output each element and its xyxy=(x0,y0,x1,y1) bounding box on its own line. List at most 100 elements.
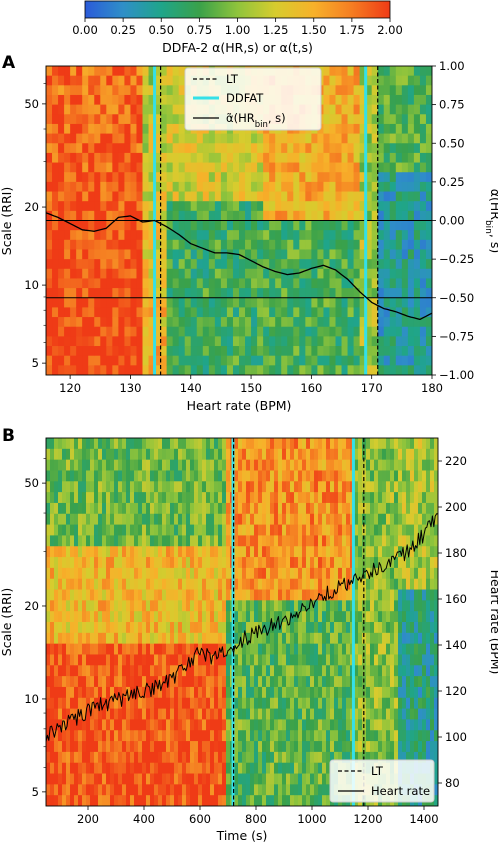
heatmap-cell xyxy=(162,470,167,482)
heatmap-cell xyxy=(278,524,283,537)
heatmap-cell xyxy=(94,773,99,785)
heatmap-cell xyxy=(142,459,147,472)
heatmap-cell xyxy=(134,600,139,612)
heatmap-cell xyxy=(371,210,379,222)
heatmap-cell xyxy=(162,730,167,742)
heatmap-cell xyxy=(190,346,198,357)
heatmap-cell xyxy=(82,557,87,569)
heatmap-cell xyxy=(389,181,397,193)
heatmap-cell xyxy=(90,676,95,688)
heatmap-cell xyxy=(263,191,270,202)
heatmap-cell xyxy=(94,795,99,806)
heatmap-cell xyxy=(326,697,331,710)
heatmap-cell xyxy=(94,708,99,721)
y2-tick-label: −0.75 xyxy=(439,329,474,343)
heatmap-cell xyxy=(106,85,113,96)
heatmap-cell xyxy=(377,133,385,144)
heatmap-cell xyxy=(160,152,168,164)
heatmap-cell xyxy=(94,143,101,154)
heatmap-cell xyxy=(232,162,240,173)
heatmap-cell xyxy=(206,795,211,806)
heatmap-cell xyxy=(334,697,339,710)
heatmap-cell xyxy=(323,307,331,318)
heatmap-cell xyxy=(166,751,171,764)
heatmap-cell xyxy=(281,210,288,222)
heatmap-cell xyxy=(347,278,355,289)
heatmap-cell xyxy=(329,239,337,251)
heatmap-cell xyxy=(322,708,327,721)
heatmap-cell xyxy=(218,751,223,764)
heatmap-cell xyxy=(245,230,252,241)
heatmap-cell xyxy=(154,654,159,666)
heatmap-cell xyxy=(166,578,171,591)
heatmap-cell xyxy=(106,600,111,612)
heatmap-cell xyxy=(194,622,199,634)
heatmap-cell xyxy=(245,346,252,357)
heatmap-cell xyxy=(407,288,415,299)
heatmap-cell xyxy=(142,355,150,366)
heatmap-cell xyxy=(383,152,391,164)
heatmap-cell xyxy=(238,730,243,742)
heatmap-cell xyxy=(342,513,347,526)
heatmap-cell xyxy=(178,492,183,504)
heatmap-cell xyxy=(210,513,215,526)
heatmap-cell xyxy=(314,470,319,482)
heatmap-cell xyxy=(170,730,175,742)
heatmap-cell xyxy=(88,268,95,280)
heatmap-cell xyxy=(323,162,331,173)
heatmap-cell xyxy=(158,438,163,450)
heatmap-cell xyxy=(407,268,415,280)
heatmap-cell xyxy=(194,535,199,547)
heatmap-cell xyxy=(354,600,359,612)
heatmap-cell xyxy=(64,210,71,222)
heatmap-cell xyxy=(64,288,71,299)
heatmap-cell xyxy=(322,632,327,645)
heatmap-cell xyxy=(326,448,331,461)
heatmap-cell xyxy=(358,676,363,688)
heatmap-cell xyxy=(294,708,299,721)
y2-tick-label: 0.50 xyxy=(439,136,465,150)
heatmap-cell xyxy=(136,104,144,115)
heatmap-cell xyxy=(46,268,53,280)
heatmap-cell xyxy=(202,191,210,202)
heatmap-cell xyxy=(263,133,270,144)
heatmap-cell xyxy=(262,654,267,666)
heatmap-cell xyxy=(329,152,337,164)
heatmap-cell xyxy=(347,239,355,251)
heatmap-cell xyxy=(214,600,219,612)
heatmap-cell xyxy=(310,578,315,591)
heatmap-cell xyxy=(306,741,311,753)
heatmap-cell xyxy=(126,524,131,537)
heatmap-cell xyxy=(82,795,87,806)
heatmap-cell xyxy=(250,697,255,710)
heatmap-cell xyxy=(174,751,179,764)
heatmap-cell xyxy=(210,730,215,742)
heatmap-cell xyxy=(413,143,421,154)
heatmap-cell xyxy=(353,239,361,251)
heatmap-cell xyxy=(269,172,276,183)
heatmap-cell xyxy=(134,719,139,731)
heatmap-cell xyxy=(378,470,383,482)
heatmap-cell xyxy=(118,795,123,806)
heatmap-cell xyxy=(338,524,343,537)
heatmap-cell xyxy=(311,307,319,318)
heatmap-cell xyxy=(377,75,385,86)
heatmap-cell xyxy=(100,162,107,173)
heatmap-cell xyxy=(64,191,71,202)
heatmap-cell xyxy=(100,66,107,77)
heatmap-cell xyxy=(172,66,180,77)
heatmap-cell xyxy=(298,676,303,688)
heatmap-cell xyxy=(278,459,283,472)
heatmap-cell xyxy=(278,708,283,721)
heatmap-cell xyxy=(326,470,331,482)
heatmap-cell xyxy=(148,249,156,260)
heatmap-cell xyxy=(317,278,325,289)
heatmap-cell xyxy=(166,365,174,375)
heatmap-cell xyxy=(150,654,155,666)
heatmap-cell xyxy=(310,492,315,504)
heatmap-cell xyxy=(323,201,331,212)
heatmap-cell xyxy=(370,708,375,721)
heatmap-cell xyxy=(162,524,167,537)
heatmap-cell xyxy=(242,524,247,537)
heatmap-cell xyxy=(254,502,259,515)
